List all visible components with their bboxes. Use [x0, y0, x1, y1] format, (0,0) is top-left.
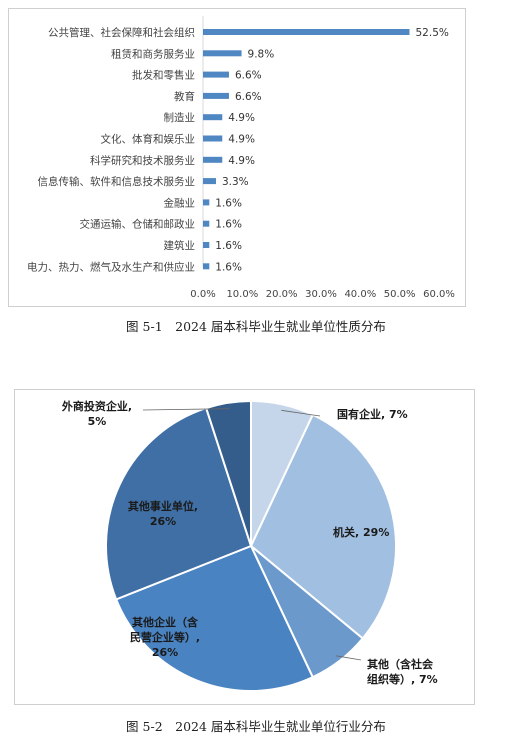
pie-slice-label: 其他（含社会组织等）, 7%: [367, 657, 438, 686]
pie-leader-line: [281, 409, 321, 417]
bar-data-label: 4.9%: [228, 155, 255, 167]
bar: [203, 242, 210, 248]
bar: [203, 135, 223, 142]
pie-slice-label: 其他企业（含民营企业等）, 26%: [130, 615, 200, 659]
bar-category-label: 电力、热力、燃气及水生产和供应业: [27, 260, 195, 273]
pie-slice-label: 外商投资企业, 5%: [61, 399, 132, 428]
pie-slice-label: 其他事业单位, 26%: [128, 499, 198, 528]
bar-data-label: 1.6%: [215, 240, 242, 252]
bar-data-label: 52.5%: [416, 27, 449, 39]
bar: [203, 29, 410, 35]
bar-chart-frame: 公共管理、社会保障和社会组织 52.5% 租赁和商务服务业 9.8% 批发和零售业 6.6…: [8, 8, 466, 307]
bar-category-label: 文化、体育和娱乐业: [101, 133, 196, 146]
bar-category-label: 科学研究和技术服务业: [90, 154, 195, 167]
x-tick-label: 10.0%: [226, 289, 258, 300]
x-tick-label: 30.0%: [305, 289, 337, 300]
bar-category-label: 信息传输、软件和信息技术服务业: [38, 175, 196, 188]
bar: [203, 178, 216, 185]
pie-chart-caption: 图 5-2 2024 届本科毕业生就业单位行业分布: [126, 719, 386, 734]
pie-slice: [105, 406, 253, 601]
x-tick-label: 0.0%: [190, 289, 215, 300]
pie-slice: [114, 544, 315, 692]
pie-slice: [204, 399, 252, 547]
bar-category-label: 批发和零售业: [132, 69, 195, 82]
pie-leader-line: [142, 408, 230, 411]
x-tick-label: 50.0%: [384, 289, 416, 300]
bar: [203, 50, 242, 57]
bar-data-label: 9.8%: [248, 48, 275, 60]
pie-chart-frame: 国有企业, 7% 机关, 29% 其他（含社会组织等）, 7% 其他企业（含民营企业等…: [14, 389, 475, 705]
bar: [203, 263, 210, 270]
bar-data-label: 6.6%: [235, 70, 262, 82]
bar-category-label: 教育: [174, 90, 195, 103]
bar: [203, 156, 223, 163]
bar-data-label: 1.6%: [215, 197, 242, 209]
bar-category-label: 建筑业: [164, 239, 196, 252]
bar-category-label: 交通运输、仓储和邮政业: [80, 218, 196, 231]
bar-category-label: 公共管理、社会保障和社会组织: [48, 26, 195, 39]
pie-chart: 国有企业, 7% 机关, 29% 其他（含社会组织等）, 7% 其他企业（含民营企业等…: [61, 399, 438, 692]
bar: [203, 92, 229, 99]
bar-category-label: 租赁和商务服务业: [111, 47, 195, 60]
x-tick-label: 40.0%: [344, 289, 376, 300]
pie-slice: [249, 413, 397, 640]
x-tick-label: 60.0%: [423, 289, 455, 300]
bar-data-label: 3.3%: [222, 176, 249, 188]
pie-slice-label: 机关, 29%: [333, 525, 389, 539]
bar-data-label: 6.6%: [235, 91, 262, 103]
bar: [203, 114, 223, 121]
bar-category-label: 制造业: [164, 111, 196, 124]
bar: [203, 71, 229, 78]
bar: [203, 199, 210, 206]
bar-data-label: 4.9%: [228, 134, 255, 146]
bar: [203, 220, 210, 227]
pie-leader-line: [336, 655, 362, 661]
bar-chart: 公共管理、社会保障和社会组织 52.5% 租赁和商务服务业 9.8% 批发和零售业 6.6…: [27, 16, 455, 300]
bar-category-label: 金融业: [164, 196, 196, 209]
pie-slice-label: 国有企业, 7%: [337, 407, 408, 421]
bar-data-label: 1.6%: [215, 219, 242, 231]
bar-data-label: 1.6%: [215, 261, 242, 273]
bar-chart-caption: 图 5-1 2024 届本科毕业生就业单位性质分布: [126, 319, 386, 334]
x-tick-label: 20.0%: [266, 289, 298, 300]
bar-data-label: 4.9%: [228, 112, 255, 124]
